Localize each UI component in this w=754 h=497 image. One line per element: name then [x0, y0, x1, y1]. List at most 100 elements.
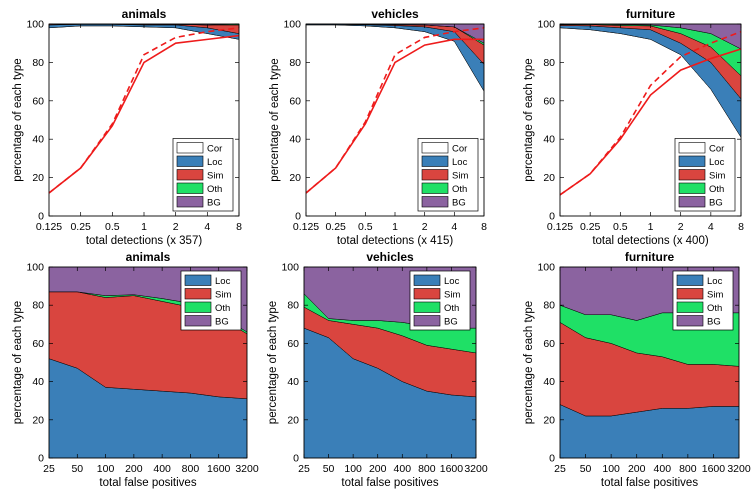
x-tick-label-0-6: 8	[236, 221, 242, 233]
legend-swatch-bg-0	[176, 196, 204, 208]
curve-dashed-2	[559, 30, 742, 196]
legend-swatch-sim-5	[676, 288, 704, 300]
legend-swatch-bg-1	[421, 196, 449, 208]
legend-swatch-sim-1	[421, 169, 449, 181]
x-tick-label-5-2: 100	[602, 463, 620, 475]
x-tick-label-5-6: 1600	[702, 463, 726, 475]
x-tick-label-4-0: 25	[298, 463, 310, 475]
legend-swatch-sim-4	[413, 288, 441, 300]
y-tick-label-2-1: 20	[543, 172, 555, 184]
legend-swatch-loc-5	[676, 274, 704, 286]
y-tick-label-4-2: 40	[287, 376, 299, 388]
chart-title-3: animals	[126, 250, 171, 264]
chart-panel-3: 0 20 40 60 80 100 25 50 100 200 400 800 1600 3200 anim…	[12, 250, 259, 489]
legend-5: Loc Sim Oth BG	[672, 270, 734, 331]
chart-panel-4: 0 20 40 60 80 100 25 50 100 200 400 800 1600 3200 vehi…	[267, 250, 488, 489]
legend-swatch-loc-4	[413, 274, 441, 286]
x-tick-label-0-5: 4	[204, 221, 210, 233]
x-tick-label-1-0: 0.125	[293, 221, 319, 233]
legend-label-cor-0: Cor	[207, 144, 222, 155]
y-tick-label-3-5: 100	[26, 262, 44, 274]
axes-box-3	[48, 266, 248, 459]
legend-swatch-sim-2	[678, 169, 706, 181]
x-tick-label-2-2: 0.5	[613, 221, 628, 233]
x-tick-label-3-1: 50	[71, 463, 83, 475]
x-tick-label-0-0: 0.125	[36, 221, 62, 233]
y-tick-label-4-1: 20	[287, 414, 299, 426]
x-tick-label-1-1: 0.25	[325, 221, 346, 233]
legend-4: Loc Sim Oth BG	[409, 270, 471, 331]
legend-swatch-loc-1	[421, 155, 449, 167]
legend-label-oth-0: Oth	[207, 184, 222, 195]
axes-box-4	[303, 266, 477, 459]
legend-label-oth-1: Oth	[452, 184, 467, 195]
y-tick-label-4-4: 80	[287, 300, 299, 312]
legend-label-sim-2: Sim	[709, 171, 725, 182]
legend-label-sim-5: Sim	[707, 290, 723, 301]
y-tick-label-1-0: 0	[295, 211, 301, 223]
x-tick-label-3-5: 800	[182, 463, 200, 475]
y-tick-label-4-3: 60	[287, 338, 299, 350]
y-tick-label-5-4: 80	[543, 300, 555, 312]
x-axis-label-4: total false positives	[341, 477, 438, 489]
y-axis-label-0: percentage of each type	[12, 58, 24, 181]
legend-2: Cor Loc Sim Oth BG	[674, 138, 736, 212]
y-tick-label-3-4: 80	[32, 300, 44, 312]
x-tick-label-2-3: 1	[648, 221, 654, 233]
legend-swatch-oth-1	[421, 182, 449, 194]
legend-label-loc-0: Loc	[207, 157, 223, 168]
x-tick-label-2-1: 0.25	[580, 221, 601, 233]
legend-label-bg-0: BG	[207, 198, 221, 209]
y-tick-label-2-5: 100	[537, 19, 555, 31]
y-tick-label-5-2: 40	[543, 376, 555, 388]
legend-swatch-bg-5	[676, 315, 704, 327]
chart-title-4: vehicles	[366, 250, 414, 264]
x-tick-label-5-5: 800	[679, 463, 697, 475]
legend-swatch-loc-0	[176, 155, 204, 167]
legend-0: Cor Loc Sim Oth BG	[172, 138, 234, 212]
legend-swatch-oth-0	[176, 182, 204, 194]
x-tick-label-4-4: 400	[394, 463, 412, 475]
legend-label-oth-3: Oth	[215, 303, 230, 314]
x-axis-label-0: total detections (x 357)	[86, 235, 203, 247]
legend-label-loc-3: Loc	[215, 276, 231, 287]
legend-swatch-loc-2	[678, 155, 706, 167]
y-tick-label-3-3: 60	[32, 338, 44, 350]
y-axis-label-3: percentage of each type	[12, 301, 24, 424]
legend-3: Loc Sim Oth BG	[180, 270, 242, 331]
y-tick-label-5-3: 60	[543, 338, 555, 350]
chart-title-0: animals	[122, 7, 167, 21]
legend-swatch-oth-5	[676, 301, 704, 313]
legend-label-bg-5: BG	[707, 317, 721, 328]
x-tick-label-0-3: 1	[141, 221, 147, 233]
y-tick-label-1-4: 80	[289, 57, 301, 69]
x-tick-label-2-4: 2	[678, 221, 684, 233]
chart-panel-0: 0 20 40 60 80 100 0.125 0.25 0.5 1 2 4 8 animals total…	[12, 7, 242, 247]
chart-panel-1: 0 20 40 60 80 100 0.125 0.25 0.5 1 2 4 8 vehicles tota…	[269, 7, 487, 247]
y-tick-label-0-0: 0	[38, 211, 44, 223]
x-tick-label-4-2: 100	[344, 463, 362, 475]
x-tick-label-5-3: 200	[628, 463, 646, 475]
x-tick-label-3-6: 1600	[207, 463, 231, 475]
y-tick-label-2-2: 40	[543, 134, 555, 146]
y-tick-label-0-3: 60	[32, 95, 44, 107]
axes-box-5	[559, 266, 740, 459]
y-tick-label-4-5: 100	[281, 262, 299, 274]
legend-swatch-oth-4	[413, 301, 441, 313]
legend-swatch-bg-4	[413, 315, 441, 327]
x-tick-label-0-2: 0.5	[105, 221, 120, 233]
x-tick-label-0-1: 0.25	[70, 221, 91, 233]
curve-dashed-1	[305, 27, 485, 194]
y-tick-label-2-4: 80	[543, 57, 555, 69]
legend-label-loc-1: Loc	[452, 157, 468, 168]
chart-panel-2: 0 20 40 60 80 100 0.125 0.25 0.5 1 2 4 8 furniture tot…	[523, 7, 744, 247]
x-axis-label-3: total false positives	[99, 477, 196, 489]
x-tick-label-2-5: 4	[708, 221, 714, 233]
legend-label-sim-3: Sim	[215, 290, 231, 301]
legend-swatch-oth-3	[184, 301, 212, 313]
y-tick-label-3-1: 20	[32, 414, 44, 426]
y-tick-label-1-5: 100	[283, 19, 301, 31]
legend-1: Cor Loc Sim Oth BG	[417, 138, 479, 212]
y-tick-label-1-3: 60	[289, 95, 301, 107]
x-tick-label-1-5: 4	[451, 221, 457, 233]
